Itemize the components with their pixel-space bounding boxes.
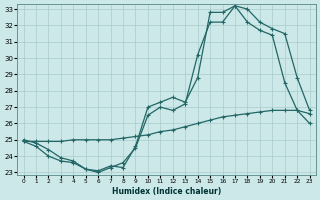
X-axis label: Humidex (Indice chaleur): Humidex (Indice chaleur) [112, 187, 221, 196]
